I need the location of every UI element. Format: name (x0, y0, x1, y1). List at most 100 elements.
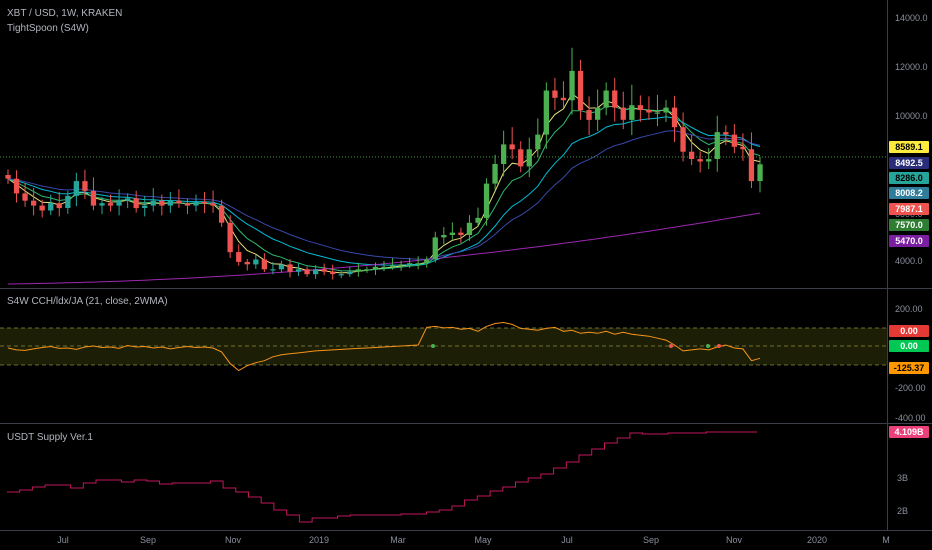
candle-body (39, 205, 45, 211)
supply-indicator-title[interactable]: USDT Supply Ver.1 (7, 432, 93, 443)
candle-body (671, 107, 678, 128)
ma-yellow-line (7, 92, 761, 274)
candle-body (577, 70, 584, 111)
candle-body (355, 269, 361, 272)
osc-axis-label: -400.00 (895, 413, 926, 423)
candle-body (219, 205, 225, 223)
time-axis-separator (0, 530, 932, 531)
candle-body (595, 107, 601, 120)
candle-body (407, 263, 413, 265)
candle-body (73, 181, 79, 196)
candle-body (449, 232, 455, 235)
candle-body (82, 181, 88, 191)
candle-body (560, 97, 567, 101)
candle-body (501, 144, 507, 164)
price-axis-label: 14000.0 (895, 13, 928, 23)
time-axis-label: May (474, 535, 492, 545)
candle-body (22, 193, 28, 201)
candle-body (107, 203, 114, 206)
osc-axis-label: 200.00 (895, 304, 923, 314)
candle-body (569, 70, 575, 101)
time-axis-label: Nov (725, 535, 743, 545)
time-axis-label: 2019 (308, 535, 330, 545)
candle-body (372, 266, 379, 270)
candle-body (415, 263, 421, 265)
supply-axis-label: 2B (897, 506, 909, 516)
candle-body (184, 203, 191, 206)
symbol-title[interactable]: XBT / USD, 1W, KRAKEN (7, 8, 123, 19)
time-axis-label: Sep (642, 535, 660, 545)
candle-body (432, 237, 438, 260)
candle-body (637, 105, 643, 111)
osc-tag-current: -125.37 (889, 362, 929, 374)
candle-body (458, 232, 464, 235)
candle-body (227, 222, 233, 253)
candle-body (295, 269, 302, 272)
candle-body (697, 159, 703, 162)
candle-body (689, 151, 695, 159)
oscillator-title[interactable]: S4W CCH/ldx/JA (21, close, 2WMA) (7, 296, 168, 307)
candle-body (313, 269, 319, 275)
time-axis-label: Jul (561, 535, 573, 545)
candle-body (90, 190, 97, 206)
price-tag-ma-teal: 8286.0 (889, 172, 929, 184)
time-axis-label: Sep (139, 535, 157, 545)
osc-tag-upper: 0.00 (889, 325, 929, 337)
time-axis-label: 2020 (806, 535, 828, 545)
candle-body (629, 105, 635, 120)
candle-body (714, 132, 720, 159)
candle-body (133, 198, 139, 209)
candle-body (518, 149, 524, 167)
candle-body (116, 200, 122, 206)
candle-body (535, 134, 541, 150)
candle-body (586, 110, 592, 120)
candle-body (646, 110, 652, 113)
candle-body (603, 90, 609, 108)
candle-body (5, 175, 11, 179)
pane-separator-osc[interactable] (0, 423, 932, 424)
usdt-supply-line (7, 431, 757, 523)
osc-signal-dot-sell (669, 344, 673, 348)
candle-body (526, 149, 532, 167)
candle-body (176, 200, 182, 204)
price-tag-ma-purple: 5470.0 (889, 235, 929, 247)
price-axis-separator (887, 0, 888, 530)
candle-body (125, 198, 131, 201)
candle-body (287, 264, 293, 272)
candle-body (398, 264, 404, 266)
candle-body (654, 112, 661, 114)
candle-body (65, 195, 71, 208)
candle-body (543, 90, 549, 135)
candle-body (381, 266, 387, 268)
ma-purple-line (7, 212, 761, 285)
candle-body (270, 269, 276, 271)
candle-body (475, 217, 481, 223)
candle-body (236, 252, 242, 262)
candle-body (330, 271, 336, 275)
candle-body (612, 90, 618, 108)
supply-tag-current: 4.109B (889, 426, 929, 438)
price-tag-ma-green: 7570.0 (889, 219, 929, 231)
time-axis-label: M (882, 535, 890, 545)
time-axis-label: Mar (390, 535, 406, 545)
candle-body (99, 203, 105, 206)
candle-body (210, 203, 216, 206)
price-tag-ma-cyan: 8008.2 (889, 187, 929, 199)
candle-body (509, 144, 515, 150)
pane-separator-main[interactable] (0, 288, 932, 289)
candle-body (338, 274, 344, 276)
indicator-title[interactable]: TightSpoon (S4W) (7, 23, 89, 34)
candle-body (757, 164, 763, 182)
candle-body (159, 200, 165, 206)
candle-body (723, 132, 729, 135)
osc-neutral-band (0, 328, 887, 365)
candle-body (278, 264, 285, 270)
osc-signal-dot-sell (717, 344, 721, 348)
candle-body (321, 269, 327, 272)
candle-body (142, 205, 148, 208)
osc-axis-label: -200.00 (895, 383, 926, 393)
candle-body (261, 259, 267, 270)
price-axis-label: 4000.0 (895, 256, 923, 266)
